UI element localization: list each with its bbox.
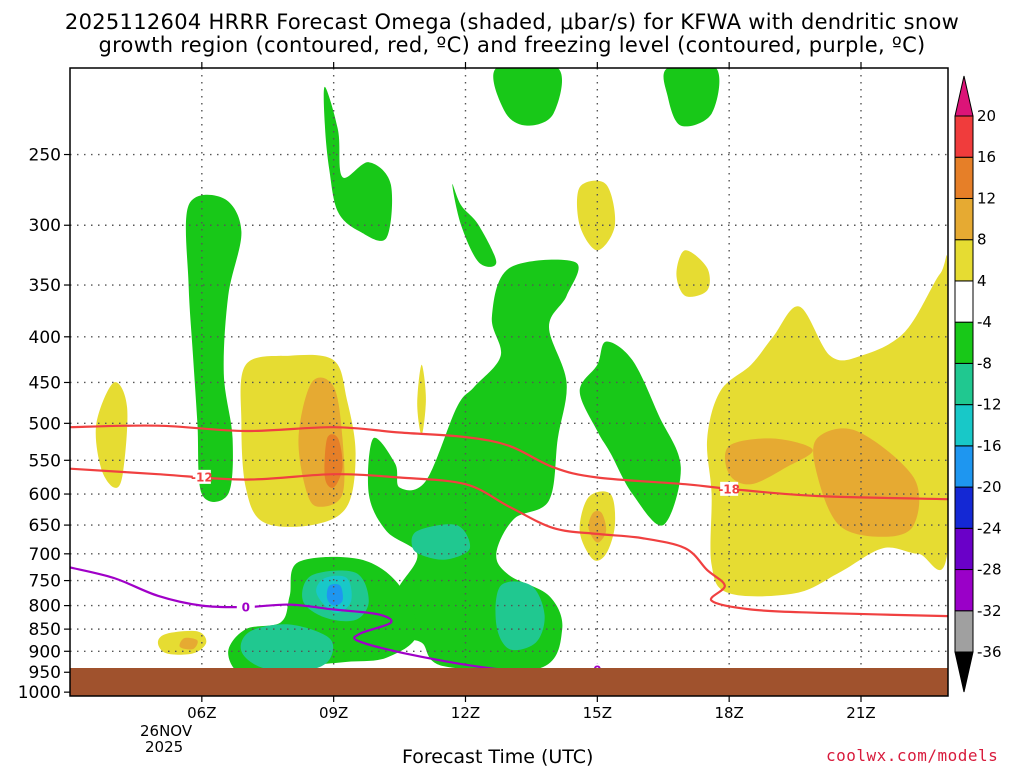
- y-tick-label-1000: 1000: [18, 683, 61, 703]
- colorbar-bin-12: [954, 115, 974, 158]
- colorbar-bin-10: [954, 197, 974, 241]
- colorbar-bin-0: [954, 610, 974, 653]
- omega-region-7: [579, 341, 681, 526]
- colorbar: -36 -32 -28 -24 -20 -16 -12 -8 -4 4 8 12 16 20: [954, 75, 1002, 693]
- colorbar-label--8: -8: [977, 354, 992, 372]
- colorbar-bin-5: [954, 404, 974, 447]
- omega-region-11: [240, 624, 334, 671]
- y-tick-label-950: 950: [29, 663, 61, 683]
- dgz-top-contour: [70, 424, 948, 501]
- omega-region-19: [179, 637, 198, 650]
- x-tick-label-15Z: 15Z: [583, 704, 612, 722]
- ground-surface: [70, 668, 948, 696]
- colorbar-bin-7: [954, 321, 974, 364]
- omega-region-3: [493, 68, 562, 126]
- omega-region-1: [323, 86, 393, 241]
- y-tick-label-750: 750: [29, 572, 61, 592]
- y-tick-label-300: 300: [29, 216, 61, 236]
- y-tick-label-400: 400: [29, 328, 61, 348]
- colorbar-label--36: -36: [977, 643, 1002, 661]
- omega-shading: [95, 68, 948, 677]
- y-axis: 2503003504004505005506006507007508008509…: [18, 146, 70, 703]
- omega-region-26: [724, 438, 813, 485]
- omega-region-21: [676, 250, 710, 297]
- omega-region-20: [576, 180, 616, 251]
- y-tick-label-800: 800: [29, 597, 61, 617]
- omega-region-27: [813, 428, 920, 537]
- colorbar-bin-9: [954, 239, 974, 282]
- omega-region-0: [185, 194, 242, 502]
- omega-region-10: [495, 581, 545, 651]
- omega-region-14: [95, 382, 128, 488]
- x-axis-title: Forecast Time (UTC): [402, 746, 594, 768]
- date-label-day: 26NOV: [140, 722, 193, 740]
- x-tick-label-18Z: 18Z: [714, 704, 743, 722]
- colorbar-label--20: -20: [977, 478, 1002, 496]
- colorbar-label-4: 4: [977, 272, 987, 290]
- date-label-year: 2025: [145, 738, 184, 756]
- colorbar-label-8: 8: [977, 231, 987, 249]
- colorbar-bin-6: [954, 362, 974, 406]
- contour-label-bg-0: [192, 469, 211, 484]
- colorbar-max-arrow: [954, 75, 974, 117]
- colorbar-label-20: 20: [977, 107, 996, 125]
- colorbar-bin-4: [954, 445, 974, 488]
- colorbar-bin-1: [954, 569, 974, 612]
- omega-region-4: [663, 68, 720, 127]
- colorbar-label--28: -28: [977, 561, 1002, 579]
- colorbar-label--16: -16: [977, 437, 1002, 455]
- contour-label-bg-2: [236, 600, 255, 615]
- x-tick-label-06Z: 06Z: [187, 704, 216, 722]
- x-axis: 06Z 09Z 12Z 15Z 18Z 21Z: [187, 62, 876, 722]
- omega-region-13: [326, 583, 343, 606]
- y-tick-label-250: 250: [29, 146, 61, 166]
- colorbar-label--12: -12: [977, 396, 1002, 414]
- y-tick-label-700: 700: [29, 545, 61, 565]
- colorbar-label--24: -24: [977, 519, 1002, 537]
- y-tick-label-650: 650: [29, 516, 61, 536]
- colorbar-bin-3: [954, 486, 974, 529]
- y-tick-label-850: 850: [29, 620, 61, 640]
- colorbar-label--32: -32: [977, 602, 1002, 620]
- colorbar-min-arrow: [954, 651, 974, 693]
- colorbar-label-16: 16: [977, 148, 996, 166]
- contour-label-bg-1: [720, 481, 739, 496]
- contour-label-dgz-top: -18: [718, 482, 740, 496]
- dgz-bottom-contour: [70, 467, 948, 618]
- x-tick-label-12Z: 12Z: [451, 704, 480, 722]
- y-tick-label-900: 900: [29, 642, 61, 662]
- y-tick-label-500: 500: [29, 414, 61, 434]
- x-tick-label-21Z: 21Z: [846, 704, 875, 722]
- contour-label-freezing-level: 0: [242, 601, 250, 615]
- y-tick-label-350: 350: [29, 276, 61, 296]
- colorbar-bin-8: [954, 280, 974, 323]
- title-line-2: growth region (contoured, red, ºC) and f…: [98, 33, 926, 57]
- y-tick-label-450: 450: [29, 373, 61, 393]
- colorbar-label-12: 12: [977, 189, 996, 207]
- colorbar-bin-2: [954, 527, 974, 571]
- x-tick-label-09Z: 09Z: [319, 704, 348, 722]
- y-tick-label-550: 550: [29, 451, 61, 471]
- y-tick-label-600: 600: [29, 485, 61, 505]
- omega-region-2: [452, 183, 497, 267]
- contour-label-dgz-bottom: -12: [191, 470, 213, 484]
- credit-link[interactable]: coolwx.com/models: [826, 746, 999, 765]
- omega-region-24: [417, 364, 426, 435]
- colorbar-bin-11: [954, 156, 974, 199]
- omega-region-5: [367, 259, 579, 672]
- colorbar-label--4: -4: [977, 313, 992, 331]
- title-line-1: 2025112604 HRRR Forecast Omega (shaded, …: [64, 10, 960, 34]
- omega-region-8: [411, 524, 471, 560]
